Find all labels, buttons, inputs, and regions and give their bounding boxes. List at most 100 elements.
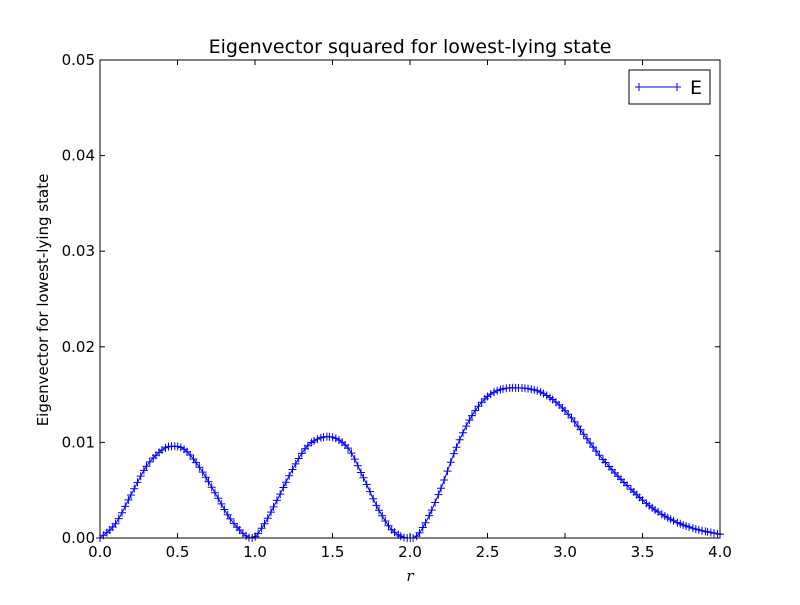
legend: E <box>628 69 711 105</box>
data-point-marker <box>468 411 476 420</box>
data-point-marker <box>260 519 269 528</box>
data-point-marker <box>440 476 449 484</box>
x-tick-label: 0.5 <box>166 543 190 561</box>
data-point-marker <box>437 484 445 493</box>
data-point-marker <box>276 490 285 499</box>
data-point-marker <box>124 495 133 504</box>
data-point-marker <box>449 449 458 458</box>
data-point-marker <box>183 447 191 456</box>
data-point-marker <box>477 398 486 407</box>
data-point-marker <box>313 435 322 444</box>
data-point-marker <box>372 501 381 510</box>
data-point-marker <box>344 444 352 453</box>
data-point-marker <box>384 521 393 530</box>
data-point-marker <box>539 389 548 398</box>
data-point-marker <box>357 468 365 477</box>
data-point-marker <box>282 478 290 487</box>
y-tick-label: 0.05 <box>62 51 95 69</box>
data-point-marker <box>465 416 474 425</box>
data-point-marker <box>130 484 139 493</box>
y-tick-label: 0.03 <box>62 242 95 260</box>
x-tick-label: 1.5 <box>321 543 345 561</box>
data-point-marker <box>294 454 303 463</box>
data-point-marker <box>564 410 573 419</box>
data-point-marker <box>207 483 216 492</box>
data-point-marker <box>425 511 434 520</box>
data-point-marker <box>459 428 467 437</box>
data-point-marker <box>533 386 542 395</box>
data-point-marker <box>375 506 383 515</box>
data-point-marker <box>201 473 210 482</box>
data-point-marker <box>353 461 362 470</box>
axes-layer: 0.0 0.5 1.0 1.5 2.0 2.5 3.0 3.5 4.0 0.00 0.01 0.02 0… <box>62 51 732 561</box>
data-point-marker <box>586 439 595 447</box>
y-axis-label: Eigenvector for lowest-lying state <box>34 174 52 427</box>
data-point-marker <box>418 523 427 532</box>
data-point-marker <box>698 526 706 535</box>
data-point-marker <box>136 472 145 481</box>
data-point-marker <box>396 532 405 541</box>
data-point-marker <box>214 494 223 503</box>
data-point-marker <box>192 458 201 467</box>
data-point-marker <box>121 502 130 511</box>
data-point-marker <box>561 406 569 415</box>
data-point-marker <box>269 502 278 511</box>
data-point-marker <box>272 496 281 505</box>
data-point-marker <box>623 481 631 490</box>
legend-label: E <box>690 77 702 99</box>
data-point-marker <box>421 518 430 527</box>
chart-title: Eigenvector squared for lowest-lying sta… <box>209 36 612 58</box>
x-tick-label: 3.5 <box>631 543 655 561</box>
data-point-marker <box>499 384 507 393</box>
data-point-marker <box>452 443 461 452</box>
data-point-marker <box>542 391 551 400</box>
data-point-marker <box>583 434 591 443</box>
data-point-marker <box>369 494 378 503</box>
data-point-marker <box>486 390 495 399</box>
data-point-marker <box>235 526 244 534</box>
data-point-marker <box>595 451 604 460</box>
data-point-marker <box>211 488 219 497</box>
data-point-marker <box>434 490 443 499</box>
data-point-marker <box>118 508 126 517</box>
data-point-marker <box>638 496 647 505</box>
x-tick-label: 0.0 <box>88 543 112 561</box>
data-point-marker <box>455 435 464 444</box>
x-tick-label: 1.0 <box>243 543 267 561</box>
x-tick-label: 2.0 <box>398 543 422 561</box>
data-point-marker <box>493 386 502 395</box>
y-tick-label: 0.01 <box>62 433 95 451</box>
data-point-marker <box>139 466 148 475</box>
data-point-marker <box>462 422 471 431</box>
data-point-marker <box>669 516 678 525</box>
data-point-marker <box>490 388 498 397</box>
data-point-marker <box>291 459 300 468</box>
data-point-marker <box>685 523 693 531</box>
data-point-marker <box>381 517 390 525</box>
y-tick-label: 0.00 <box>62 529 95 547</box>
data-point-marker <box>378 511 387 520</box>
data-layer <box>96 383 724 542</box>
x-tick-label: 4.0 <box>708 543 732 561</box>
x-tick-label: 2.5 <box>476 543 500 561</box>
data-point-marker <box>694 525 703 534</box>
data-point-marker <box>570 417 579 426</box>
y-tick-label: 0.02 <box>62 338 95 356</box>
data-point-marker <box>350 455 359 464</box>
data-point-marker <box>347 449 356 458</box>
data-point-marker <box>220 505 229 514</box>
x-tick-label: 3.0 <box>553 543 577 561</box>
data-point-marker <box>142 462 151 471</box>
y-tick-label: 0.04 <box>62 147 95 165</box>
data-point-marker <box>366 487 374 496</box>
data-point-marker <box>267 508 275 517</box>
data-point-marker <box>195 463 204 472</box>
data-point-marker <box>217 499 226 508</box>
data-point-marker <box>446 458 455 467</box>
data-point-marker <box>226 514 235 523</box>
x-axis-label: r <box>406 567 414 585</box>
data-point-marker <box>303 441 312 450</box>
legend-marker-left <box>635 83 643 91</box>
data-point-marker <box>359 473 368 482</box>
